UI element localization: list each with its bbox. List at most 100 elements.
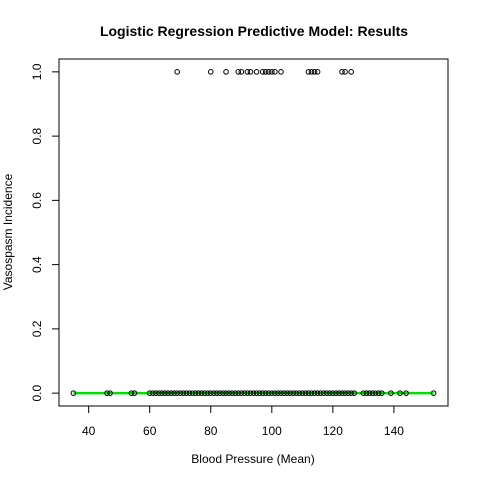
data-point (375, 390, 382, 396)
data-point (287, 390, 293, 396)
data-point (302, 390, 309, 396)
data-point (269, 69, 275, 75)
data-point (336, 390, 342, 396)
data-point (339, 390, 345, 396)
data-point (275, 390, 281, 396)
y-tick-label: 0.8 (30, 127, 44, 144)
data-point (342, 69, 348, 75)
data-point (378, 390, 385, 396)
data-point (305, 390, 312, 396)
x-axis-label: Blood Pressure (Mean) (191, 452, 314, 466)
y-tick-label: 0.6 (30, 192, 44, 209)
data-point (259, 390, 266, 396)
data-point (265, 69, 272, 75)
data-point (192, 390, 199, 396)
data-point (235, 69, 242, 75)
data-point (403, 390, 409, 396)
data-point (183, 390, 190, 396)
data-point (180, 390, 187, 396)
x-tick-label: 120 (323, 424, 343, 438)
data-point (168, 390, 174, 396)
data-point (327, 390, 333, 396)
data-point (244, 390, 251, 396)
points-layer (70, 69, 437, 396)
data-point (278, 69, 284, 75)
data-point (342, 390, 348, 396)
x-tick-label: 40 (82, 424, 96, 438)
data-point (171, 390, 177, 396)
data-point (262, 390, 269, 396)
data-point (217, 390, 223, 396)
data-point (223, 390, 229, 396)
data-point (296, 390, 303, 396)
data-point (104, 390, 110, 396)
data-point (238, 390, 245, 396)
data-point (107, 390, 113, 396)
data-point (177, 390, 184, 396)
data-point (247, 390, 254, 396)
data-point (308, 69, 315, 75)
data-point (247, 69, 254, 75)
data-point (333, 390, 339, 396)
data-point (278, 390, 284, 396)
data-point (314, 390, 321, 396)
data-point (198, 390, 205, 396)
data-point (259, 69, 266, 75)
data-point (339, 69, 345, 75)
data-point (369, 390, 376, 396)
data-point (305, 69, 312, 75)
data-point (363, 390, 370, 396)
data-point (131, 390, 138, 396)
data-point (162, 390, 168, 396)
data-point (128, 390, 135, 396)
data-point (223, 69, 229, 75)
data-point (204, 390, 211, 396)
data-point (149, 390, 156, 396)
data-point (250, 390, 257, 396)
data-point (272, 69, 278, 75)
data-point (348, 390, 354, 396)
data-point (430, 390, 437, 396)
data-point (308, 390, 315, 396)
data-point (290, 390, 296, 396)
data-point (262, 69, 269, 75)
data-point (253, 69, 260, 75)
data-point (195, 390, 202, 396)
data-point (265, 390, 272, 396)
data-point (372, 390, 379, 396)
data-point (366, 390, 373, 396)
x-tick-label: 140 (384, 424, 404, 438)
y-tick-label: 0.2 (30, 320, 44, 337)
data-point (388, 390, 394, 396)
data-point (314, 69, 321, 75)
x-tick-label: 100 (262, 424, 282, 438)
x-tick-label: 80 (204, 424, 218, 438)
data-point (207, 69, 214, 75)
data-point (397, 390, 403, 396)
data-point (238, 69, 245, 75)
data-point (207, 390, 214, 396)
data-point (229, 390, 235, 396)
data-point (165, 390, 171, 396)
data-point (253, 390, 260, 396)
data-point (330, 390, 336, 396)
data-point (235, 390, 242, 396)
data-point (214, 390, 220, 396)
data-point (281, 390, 287, 396)
data-point (293, 390, 300, 396)
data-point (174, 390, 180, 396)
data-point (241, 390, 248, 396)
chart-title: Logistic Regression Predictive Model: Re… (100, 23, 408, 39)
data-point (256, 390, 263, 396)
data-point (186, 390, 193, 396)
data-point (311, 390, 318, 396)
data-point (156, 390, 162, 396)
data-point (153, 390, 159, 396)
data-point (189, 390, 196, 396)
data-point (299, 390, 306, 396)
x-tick-label: 60 (143, 424, 157, 438)
data-point (360, 390, 367, 396)
data-point (348, 69, 354, 75)
data-point (226, 390, 232, 396)
